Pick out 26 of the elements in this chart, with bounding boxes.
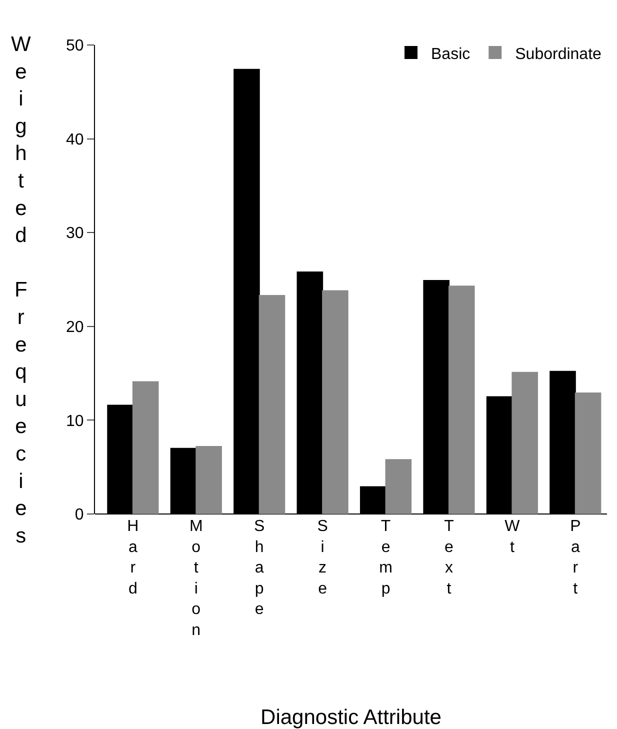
bar [258,294,286,514]
x-tick-label: Text [444,518,454,598]
y-tick-label: 50 [66,38,84,55]
y-tick-label: 0 [74,506,84,524]
bar [385,459,412,514]
bar [196,446,222,514]
x-axis-title: Diagnostic Attribute [260,706,442,729]
bar [322,290,348,514]
x-tick-label: Hard [127,518,139,598]
y-tick-label: 20 [66,319,84,336]
y-tick-label: 40 [66,131,84,148]
text: Weighted Frequecies [11,33,31,548]
x-tick-label: Shape [254,518,265,618]
x-tick-label: Part [570,518,581,598]
x-tick-label: Wt [504,518,521,556]
bar [574,392,602,514]
y-tick-label: 10 [66,412,84,430]
legend-label: Subordinate [515,46,602,63]
x-tick-label: Motion [189,518,203,639]
x-tick-label: Temp [379,518,392,598]
bar [132,381,159,514]
bar [448,286,475,514]
bar [512,372,538,514]
y-tick-label: 30 [66,225,84,242]
legend-label: Basic [431,46,470,63]
x-tick-label: Size [317,518,328,598]
